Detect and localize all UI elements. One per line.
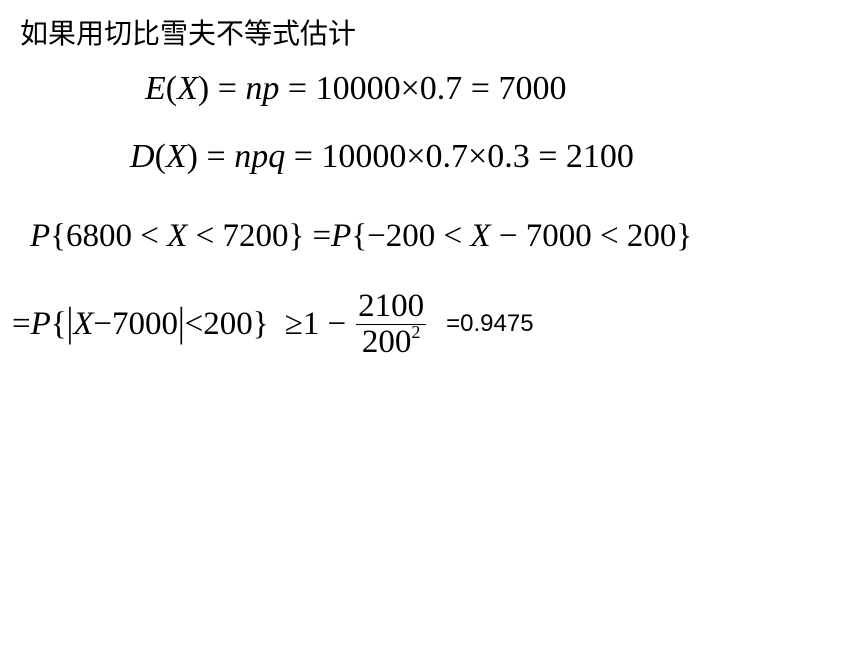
paren-open: ( [155, 138, 166, 175]
lt-sign: < [132, 218, 167, 254]
calc: 10000×0.7×0.3 [321, 138, 529, 175]
sym-P: P [30, 218, 50, 254]
equation-prob-interval: P{6800 < X < 7200} =P{−200 < X − 7000 < … [0, 218, 860, 255]
eq-leading: = [12, 306, 31, 343]
sym-np: np [245, 70, 279, 107]
lt-sign: < [185, 306, 204, 343]
eq-sign: = [304, 218, 331, 254]
sym-P: P [31, 306, 51, 343]
one-minus: 1 − [303, 306, 346, 343]
eq-sign: = [530, 138, 566, 175]
sym-X: X [167, 218, 187, 254]
fraction: 2100 2002 [352, 289, 430, 359]
minus-sign: − [93, 306, 112, 343]
abs-bar: | [67, 300, 74, 346]
eq-sign: = [198, 138, 234, 175]
num-mu: 7000 [112, 306, 178, 343]
sym-P: P [331, 218, 351, 254]
brace-close: } [253, 306, 269, 343]
eq-sign: = [209, 70, 245, 107]
sym-D: D [130, 138, 155, 175]
eq-sign: = [279, 70, 315, 107]
eq-sign: = [462, 70, 498, 107]
equation-expectation: E(X) = np = 10000×0.7 = 7000 [0, 70, 860, 108]
equation-chebyshev-bound: = P{|X − 7000| < 200} ≥ 1 − 2100 2002 =0… [0, 289, 860, 359]
abs-bar: | [178, 300, 185, 346]
lt-sign: < [435, 218, 470, 254]
brace-close: } [676, 218, 692, 254]
paren-close: ) [187, 138, 198, 175]
brace-open: { [351, 218, 367, 254]
num-b: 7200 [222, 218, 288, 254]
sym-X: X [73, 306, 93, 343]
num-a: 6800 [66, 218, 132, 254]
sym-npq: npq [234, 138, 285, 175]
num-neg: −200 [367, 218, 435, 254]
sym-E: E [145, 70, 166, 107]
num-pos: 200 [627, 218, 677, 254]
lt-sign: < [187, 218, 222, 254]
den-power: 2 [411, 322, 420, 342]
sym-X: X [177, 70, 198, 107]
lt-sign: < [592, 218, 627, 254]
paren-open: ( [166, 70, 177, 107]
ge-sign: ≥ [285, 306, 303, 343]
answer: 7000 [498, 70, 566, 107]
answer: 2100 [566, 138, 634, 175]
heading-text: 如果用切比雪夫不等式估计 [0, 12, 860, 52]
slide: 如果用切比雪夫不等式估计 E(X) = np = 10000×0.7 = 700… [0, 0, 860, 645]
fraction-numerator: 2100 [352, 289, 430, 324]
den-base: 200 [362, 324, 412, 360]
num-eps: 200 [203, 306, 253, 343]
brace-open: { [51, 306, 67, 343]
equation-variance: D(X) = npq = 10000×0.7×0.3 = 2100 [0, 138, 860, 176]
sym-X: X [166, 138, 187, 175]
sym-X: X [470, 218, 490, 254]
paren-close: ) [198, 70, 209, 107]
num-mu: 7000 [526, 218, 592, 254]
eq-sign: = [285, 138, 321, 175]
result-value: =0.9475 [436, 310, 533, 338]
brace-close: } [288, 218, 304, 254]
minus-sign: − [491, 218, 526, 254]
brace-open: { [50, 218, 66, 254]
calc: 10000×0.7 [316, 70, 463, 107]
fraction-denominator: 2002 [356, 324, 427, 360]
